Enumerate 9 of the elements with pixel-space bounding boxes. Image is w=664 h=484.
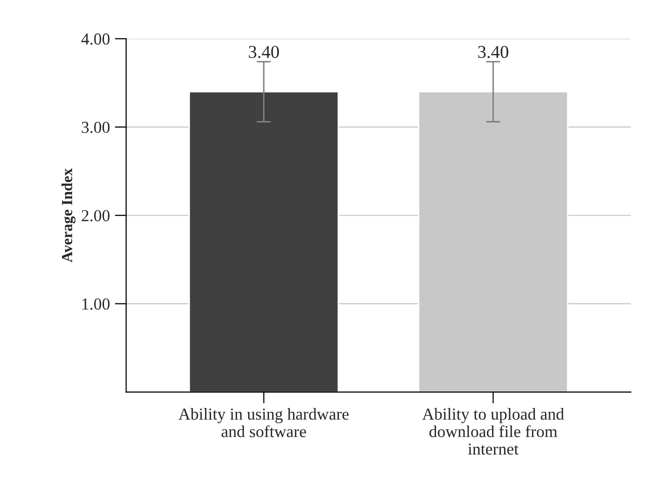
y-tick-label: 3.00 — [82, 122, 110, 134]
x-tick-label: Ability to upload and download file from internet — [422, 408, 564, 455]
x-tick-label: Ability in using hardware and software — [178, 408, 349, 438]
y-axis-title: Average Index — [61, 168, 76, 262]
data-label: 3.40 — [248, 46, 279, 58]
y-tick-label: 2.00 — [82, 210, 110, 222]
y-tick-label: 4.00 — [81, 33, 110, 45]
data-label: 3.40 — [478, 46, 508, 58]
y-tick-label: 1.00 — [82, 298, 110, 310]
